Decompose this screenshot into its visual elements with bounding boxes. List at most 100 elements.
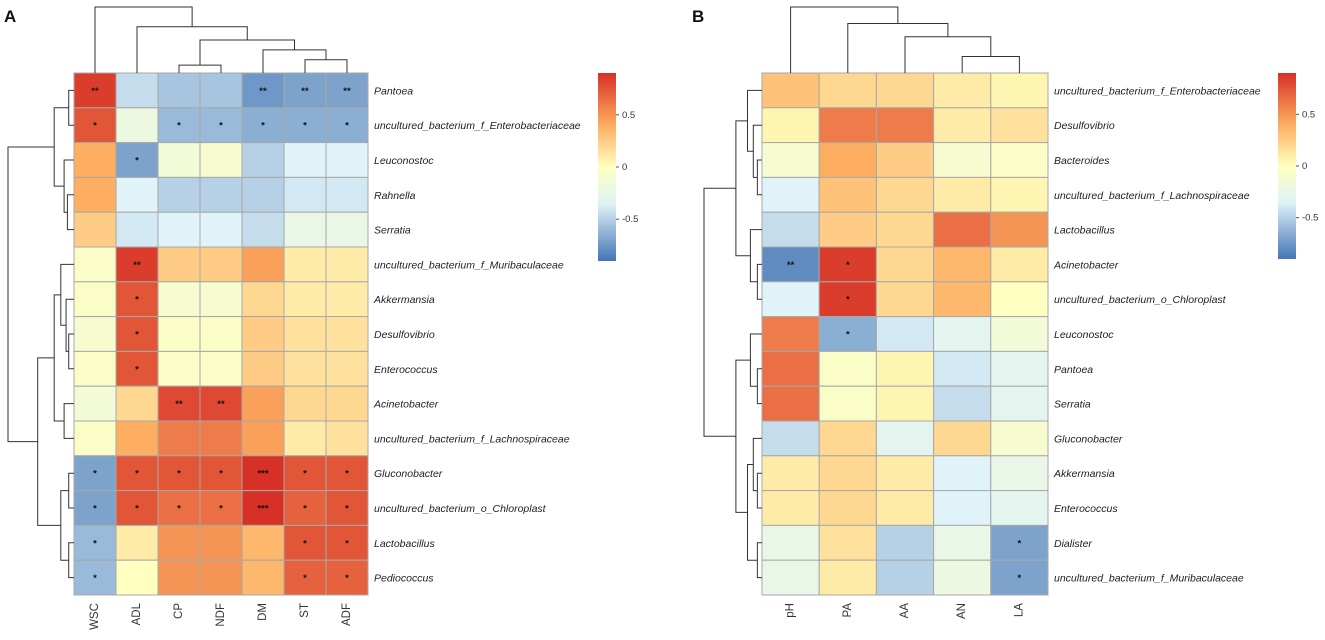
heatmap-cell <box>990 524 1049 561</box>
row-dendrogram-branch <box>749 333 762 387</box>
row-dendrogram-branch <box>747 464 758 561</box>
significance-mark: * <box>93 538 97 549</box>
heatmap-cell <box>818 490 877 526</box>
row-label: uncultured_bacterium_o_Chloroplast <box>1054 294 1227 306</box>
heatmap-cell <box>875 350 935 387</box>
column-dendrogram-branch <box>961 56 1020 73</box>
color-legend-bar <box>598 73 616 261</box>
row-label: Pantoea <box>1054 364 1093 376</box>
heatmap-cell <box>818 420 877 457</box>
row-dendrogram-branch <box>749 229 762 283</box>
heatmap-cell <box>325 142 369 178</box>
heatmap-cell <box>115 211 159 248</box>
heatmap-cell <box>761 316 820 352</box>
significance-mark: * <box>303 538 307 549</box>
heatmap-cell <box>241 420 285 457</box>
column-label: ADF <box>341 603 353 626</box>
heatmap-cell <box>325 490 369 526</box>
heatmap-cell <box>933 316 992 352</box>
significance-mark: ** <box>259 86 267 97</box>
legend-tick-label: 0.5 <box>1302 109 1315 120</box>
heatmap-cell <box>283 246 327 283</box>
row-label: Gluconobacter <box>1054 433 1123 445</box>
heatmap-cell <box>990 176 1049 213</box>
heatmap-cell <box>990 385 1049 422</box>
significance-mark: * <box>219 121 223 132</box>
significance-mark: * <box>177 121 181 132</box>
heatmap-cell <box>157 72 201 109</box>
heatmap-cell <box>115 107 159 144</box>
heatmap-cell <box>933 490 992 526</box>
row-dendrogram-branch <box>756 159 762 196</box>
column-label: AN <box>956 603 968 619</box>
heatmap-cell <box>241 142 285 178</box>
row-dendrogram-branch <box>53 294 65 422</box>
heatmap-cell <box>199 176 243 213</box>
heatmap-cell <box>818 559 877 596</box>
row-label: Desulfovibrio <box>374 329 435 341</box>
significance-mark: * <box>303 504 307 515</box>
heatmap-cell <box>933 72 992 109</box>
heatmap-cell <box>199 559 243 596</box>
heatmap-cell <box>199 524 243 561</box>
heatmap-cell <box>283 281 327 318</box>
row-label: Akkermansia <box>373 294 435 306</box>
heatmap-cell <box>761 281 820 318</box>
panel-a: A ** ** ** ** Pantoea* * * * * * uncultured_bacter… <box>4 6 638 630</box>
heatmap-cell <box>157 559 201 596</box>
heatmap-cell <box>875 142 935 178</box>
row-label: Akkermansia <box>1053 468 1115 480</box>
panel-a-label: A <box>4 7 16 26</box>
heatmap-cell <box>241 350 285 387</box>
row-dendrogram-branch <box>735 120 751 257</box>
row-label: Enterococcus <box>1054 503 1118 515</box>
legend-tick-label: 0 <box>622 162 627 173</box>
significance-mark: * <box>135 504 139 515</box>
heatmap-cell <box>241 385 285 422</box>
significance-mark: * <box>93 573 97 584</box>
heatmap-cell <box>818 246 877 283</box>
panel-b-label: B <box>692 7 704 26</box>
significance-mark: ** <box>343 86 351 97</box>
heatmap-cell <box>990 490 1049 526</box>
row-dendrogram-branch <box>756 472 762 509</box>
significance-mark: * <box>177 504 181 515</box>
heatmap-cell <box>157 455 201 492</box>
significance-mark: * <box>135 364 139 375</box>
heatmap-cell <box>818 72 877 109</box>
heatmap-cell <box>818 142 877 178</box>
heatmap-cell <box>241 316 285 352</box>
heatmap-cell <box>73 281 117 318</box>
heatmap-cell <box>990 420 1049 457</box>
heatmap-cell <box>73 316 117 352</box>
legend-tick-label: 0 <box>1302 161 1307 172</box>
heatmap-cell <box>325 316 369 352</box>
significance-mark: * <box>93 469 97 480</box>
heatmap-cell <box>199 350 243 387</box>
heatmap-cell <box>933 559 992 596</box>
heatmap-cell <box>73 559 117 596</box>
row-label: Serratia <box>374 225 411 237</box>
row-label: Pediococcus <box>374 573 434 585</box>
heatmap-cell <box>115 559 159 596</box>
heatmap-cell <box>157 246 201 283</box>
heatmap-cell <box>933 385 992 422</box>
heatmap-cell <box>283 142 327 178</box>
heatmap-cell <box>157 176 201 213</box>
significance-mark: * <box>1018 573 1022 584</box>
heatmap-cell <box>875 246 935 283</box>
heatmap-cell <box>761 385 820 422</box>
column-dendrogram-branch <box>847 23 949 73</box>
heatmap-cell <box>990 350 1049 387</box>
heatmap-cell <box>115 246 159 283</box>
heatmap-cell <box>199 316 243 352</box>
heatmap-cell <box>818 455 877 492</box>
heatmap-cell <box>241 281 285 318</box>
row-label: Leuconostoc <box>1054 329 1114 341</box>
row-dendrogram-branch <box>756 263 762 300</box>
significance-mark: * <box>345 504 349 515</box>
heatmap-cell <box>990 281 1049 318</box>
heatmap-cell <box>325 107 369 144</box>
row-dendrogram-branch <box>68 472 74 509</box>
